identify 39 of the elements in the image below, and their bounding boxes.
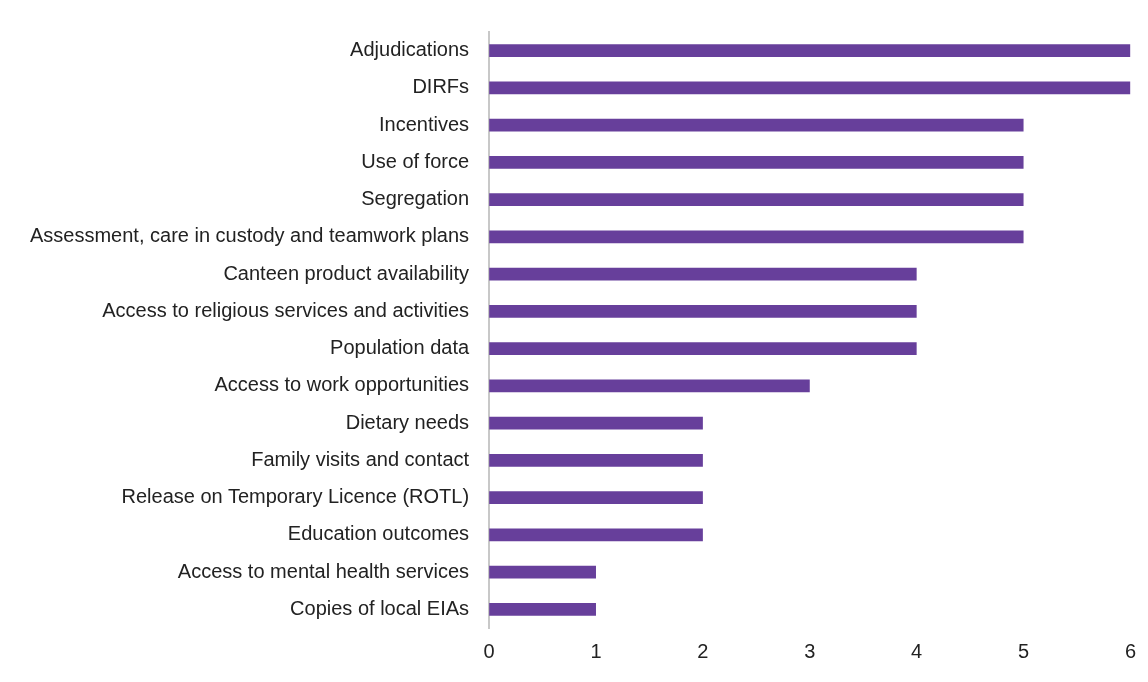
bar: [489, 491, 703, 504]
y-tick-label: Assessment, care in custody and teamwork plans: [30, 224, 470, 247]
x-tick-label: 5: [1017, 639, 1030, 662]
y-tick-label: Access to religious services and activities: [102, 298, 470, 321]
x-tick-label: 1: [590, 639, 602, 662]
y-tick-label: Incentives: [379, 112, 470, 135]
x-tick-label: 3: [804, 639, 816, 662]
y-tick-label: Access to work opportunities: [214, 373, 470, 396]
bar: [489, 44, 1131, 57]
y-tick-label: Adjudications: [350, 38, 470, 61]
bar: [489, 565, 596, 579]
bar: [489, 193, 1024, 206]
bar: [489, 267, 917, 281]
bar: [489, 379, 810, 393]
x-tick-label: 0: [483, 639, 495, 662]
bar: [489, 603, 596, 616]
y-tick-label: Use of force: [361, 149, 470, 172]
y-tick-label: Dietary needs: [345, 410, 470, 433]
y-tick-label: Copies of local EIAs: [290, 596, 470, 619]
x-tick-label: 2: [697, 639, 709, 662]
x-tick-label: 4: [911, 639, 923, 662]
bar: [489, 454, 703, 467]
y-tick-label: Population data: [330, 336, 470, 359]
bar: [489, 118, 1024, 132]
y-tick-label: Family visits and contact: [251, 447, 470, 470]
bar: [489, 81, 1131, 95]
y-tick-label: Release on Temporary Licence (ROTL): [121, 485, 470, 508]
y-tick-label: Education outcomes: [287, 522, 470, 545]
bar: [489, 230, 1024, 244]
y-tick-label: Canteen product availability: [223, 261, 470, 284]
bar: [489, 416, 703, 430]
bar: [489, 305, 917, 318]
bar: [489, 342, 917, 355]
bar: [489, 156, 1024, 169]
y-tick-label: Access to mental health services: [177, 559, 470, 582]
y-tick-label: DIRFs: [412, 75, 470, 98]
x-tick-label: 6: [1124, 639, 1136, 662]
y-tick-label: Segregation: [361, 187, 470, 210]
bar: [489, 528, 703, 542]
